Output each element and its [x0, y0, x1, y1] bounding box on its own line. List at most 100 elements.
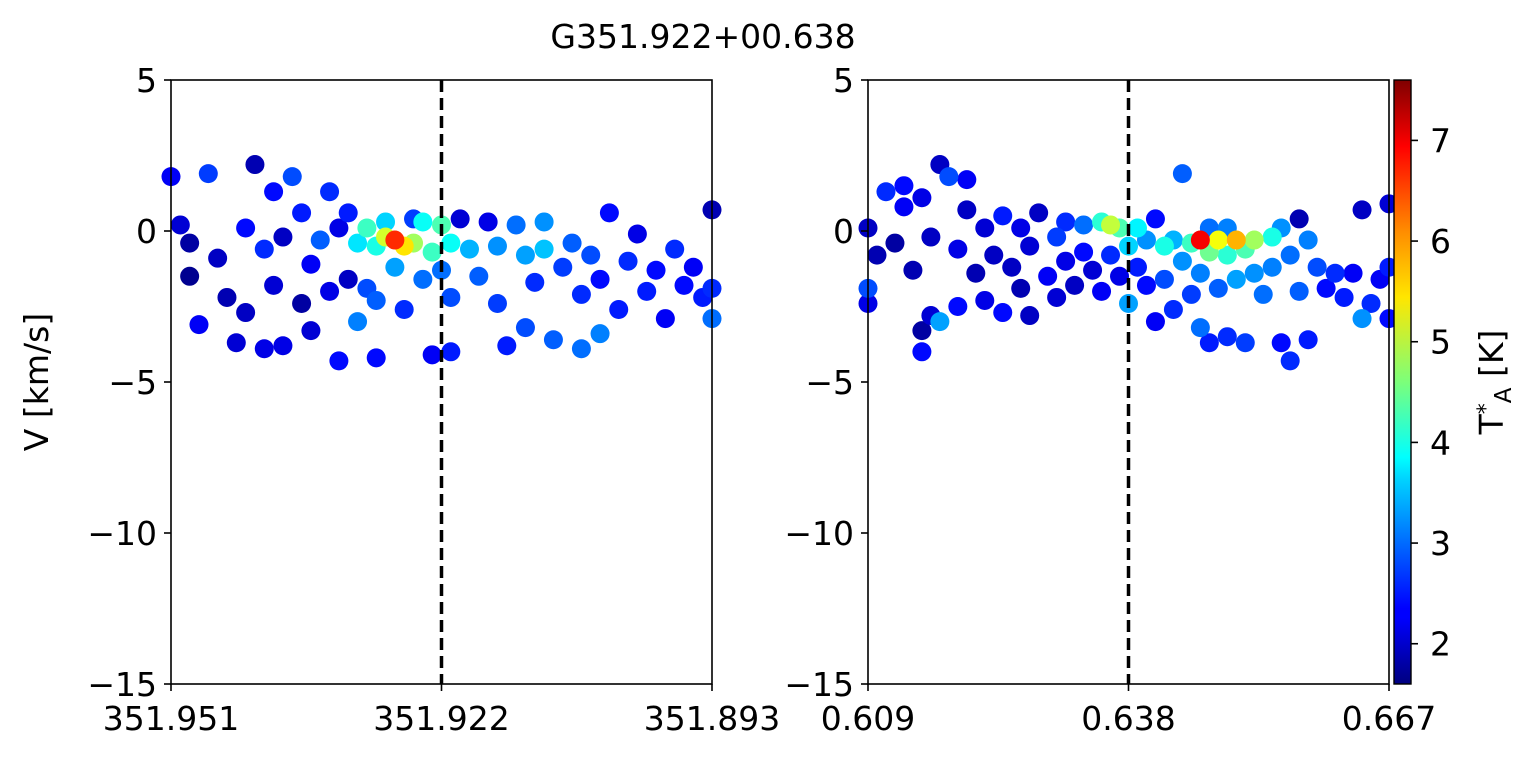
data-point	[385, 230, 405, 250]
x-tick-label: 0.667	[1342, 699, 1436, 738]
data-point	[948, 239, 968, 259]
colorbar-tick-label: 2	[1430, 625, 1451, 664]
data-point	[1056, 212, 1076, 232]
data-point	[1235, 333, 1255, 353]
data-point	[338, 269, 358, 289]
data-point	[948, 297, 968, 316]
data-point	[1343, 263, 1363, 283]
data-point	[236, 303, 256, 323]
data-point	[894, 197, 914, 217]
data-point	[571, 339, 591, 359]
data-point	[912, 188, 932, 208]
y-tick-label: 5	[136, 61, 157, 100]
data-point	[254, 339, 274, 359]
data-point	[236, 218, 256, 238]
data-point	[170, 215, 190, 235]
colorbar-tick-label: 3	[1430, 524, 1451, 563]
data-point	[422, 345, 442, 365]
colorbar-tick-label: 6	[1430, 222, 1451, 261]
data-point	[310, 230, 330, 250]
colorbar-tick-label: 4	[1430, 423, 1451, 462]
data-point	[1101, 215, 1121, 235]
data-point	[1208, 278, 1228, 298]
data-point	[1352, 309, 1372, 329]
data-point	[1217, 327, 1237, 347]
data-point	[245, 155, 265, 175]
data-point	[273, 227, 293, 247]
data-point	[1154, 269, 1174, 289]
y-tick-label: 0	[136, 212, 157, 251]
data-point	[581, 245, 601, 265]
data-point	[329, 218, 349, 238]
data-point	[1020, 306, 1040, 326]
y-tick-label: −15	[87, 665, 157, 704]
data-point	[282, 167, 302, 187]
data-point	[599, 203, 619, 223]
colorbar-gradient	[1393, 79, 1412, 685]
x-tick-label: 0.609	[821, 699, 915, 738]
colorbar-label: T*A [K]	[1472, 330, 1517, 436]
data-point	[1280, 351, 1300, 371]
data-point	[348, 312, 368, 332]
data-point	[497, 336, 517, 356]
y-tick-label: −5	[805, 363, 854, 402]
data-point	[338, 203, 358, 223]
data-point	[1253, 284, 1273, 304]
data-point	[366, 290, 386, 310]
data-point	[683, 257, 703, 277]
data-point	[506, 215, 526, 235]
data-point	[674, 275, 694, 295]
data-point	[273, 336, 293, 356]
data-point	[1352, 200, 1372, 220]
data-point	[627, 224, 647, 244]
data-point	[912, 321, 932, 341]
data-point	[189, 315, 209, 335]
data-point	[329, 351, 349, 371]
data-point	[385, 257, 405, 277]
data-point	[1298, 330, 1318, 350]
data-point	[1217, 245, 1237, 265]
data-point	[646, 260, 666, 280]
data-point	[422, 242, 442, 262]
data-point	[394, 300, 414, 320]
data-point	[1136, 275, 1156, 295]
data-point	[1172, 164, 1192, 184]
data-point	[867, 245, 887, 265]
data-point	[292, 293, 312, 313]
data-point	[1226, 269, 1246, 289]
data-point	[1074, 215, 1094, 235]
data-point	[939, 167, 959, 187]
data-point	[543, 330, 563, 350]
data-point	[1038, 266, 1058, 286]
data-point	[1127, 218, 1147, 238]
data-point	[459, 239, 479, 259]
data-point	[1083, 260, 1103, 280]
data-point	[590, 324, 610, 344]
data-point	[921, 227, 941, 247]
data-point	[894, 176, 914, 196]
data-point	[413, 269, 433, 289]
data-point	[1110, 266, 1130, 286]
data-point	[264, 182, 284, 202]
data-point	[1092, 281, 1112, 301]
data-point	[301, 254, 321, 274]
data-point	[1244, 263, 1264, 283]
data-point	[665, 239, 685, 259]
data-point	[1047, 287, 1067, 307]
data-point	[441, 233, 461, 253]
data-point	[553, 257, 573, 277]
data-point	[590, 269, 610, 289]
x-tick-label: 351.922	[373, 699, 509, 738]
data-point	[562, 233, 582, 253]
data-point	[1127, 257, 1147, 277]
data-point	[1190, 230, 1210, 250]
colorbar-tick-label: 7	[1430, 121, 1451, 160]
data-point	[180, 266, 200, 286]
data-point	[876, 182, 896, 202]
data-point	[1145, 312, 1165, 332]
data-point	[637, 281, 657, 301]
data-point	[609, 300, 629, 320]
data-point	[348, 233, 368, 253]
data-point	[1065, 275, 1085, 295]
